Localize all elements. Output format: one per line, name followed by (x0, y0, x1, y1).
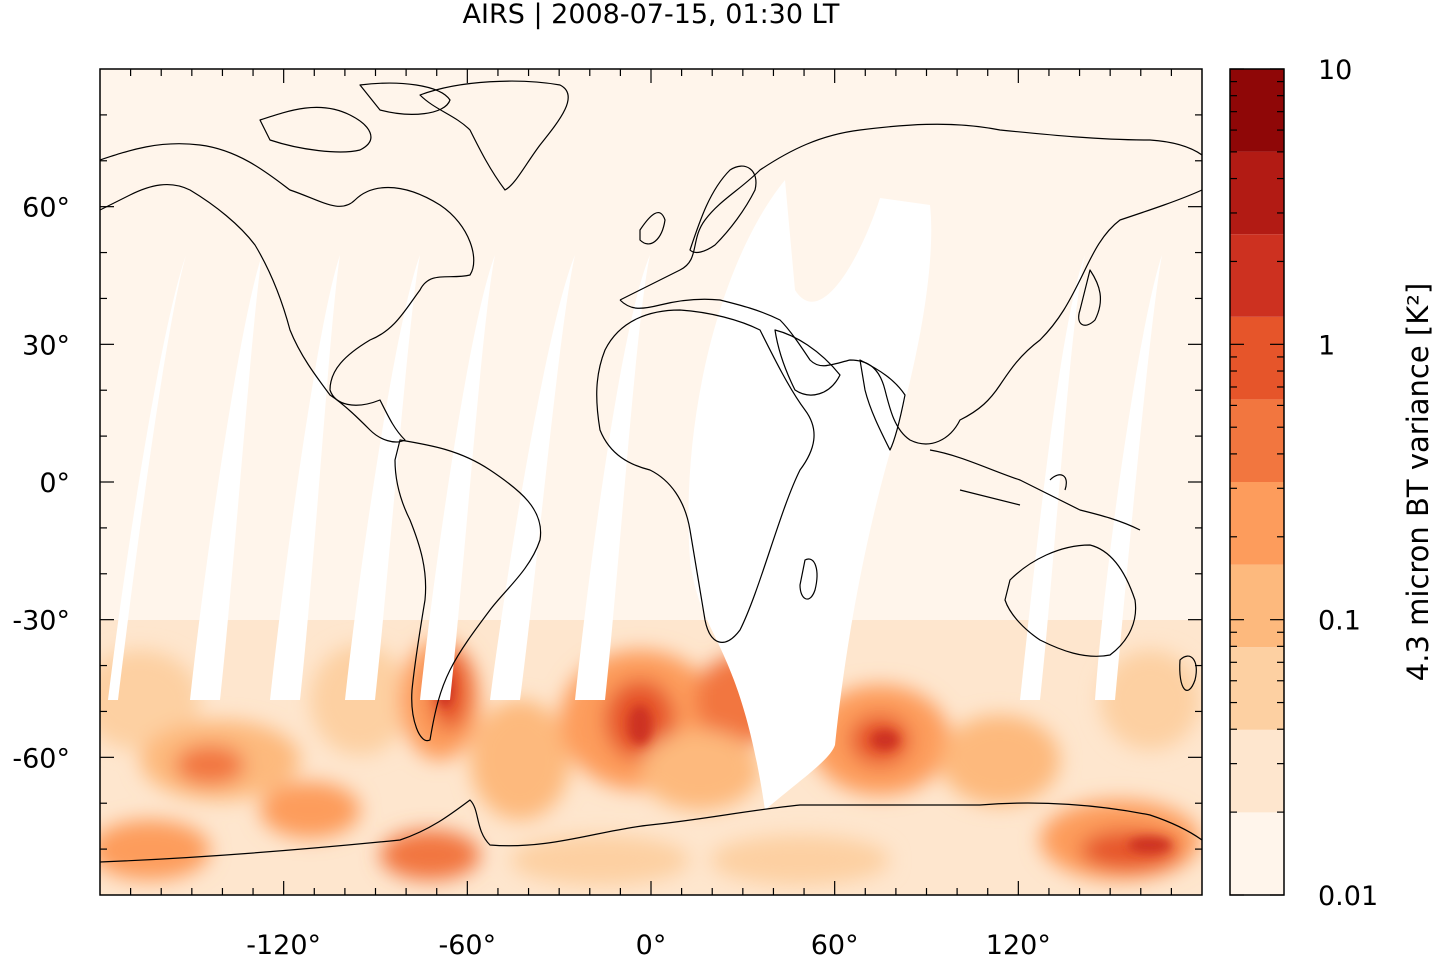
coastline-south-america (394, 439, 542, 742)
coastline-new-zealand (1179, 655, 1197, 691)
y-axis-labels: 60° 30° 0° -30° -60° (12, 193, 70, 775)
x-tick-label: 0° (636, 930, 667, 956)
x-tick-label: -120° (246, 930, 321, 956)
coastline-scandinavia (689, 165, 757, 254)
colorbar-tick-label: 0.01 (1318, 881, 1378, 912)
colorbar-tick-labels: 10 1 0.1 0.01 (1318, 55, 1378, 912)
colorbar-band (1230, 69, 1284, 152)
coastline-greenland (419, 80, 569, 191)
coastlines (100, 80, 1202, 863)
colorbar-tick-label: 10 (1318, 55, 1352, 86)
coastline-indonesia (929, 449, 1141, 531)
coastline-arabia (774, 329, 841, 396)
coastline-eurasia (619, 123, 1202, 445)
coastline-australia (1004, 544, 1137, 657)
y-tick-label: 30° (22, 330, 70, 361)
colorbar-ticks (1230, 68, 1284, 896)
colorbar-band (1230, 812, 1284, 895)
colorbar-band (1230, 316, 1284, 400)
y-tick-label: 0° (39, 468, 70, 499)
x-tick-label: -60° (439, 930, 497, 956)
colorbar-band (1230, 564, 1284, 648)
x-axis-labels: -120° -60° 0° 60° 120° (246, 930, 1051, 956)
colorbar-band (1230, 151, 1284, 235)
y-tick-label: 60° (22, 193, 70, 224)
coastline-madagascar (799, 558, 818, 600)
coastline-japan (1078, 269, 1102, 326)
colorbar-band (1230, 234, 1284, 317)
colorbar-band (1230, 399, 1284, 482)
coastline-north-america (100, 143, 475, 443)
coastline-antarctica (100, 799, 1202, 863)
colorbar-frame (1229, 68, 1285, 896)
coastline-india (859, 359, 906, 451)
colorbar-band (1230, 729, 1284, 813)
y-tick-label: -60° (12, 743, 70, 774)
y-tick-label: -30° (12, 606, 70, 637)
x-axis-ticks (130, 69, 1172, 895)
colorbar-tick-label: 0.1 (1318, 606, 1361, 637)
colorbar-band (1230, 647, 1284, 730)
x-tick-label: 60° (811, 930, 859, 956)
coastline-arctic-islands (259, 82, 451, 153)
colorbar-band (1230, 482, 1284, 565)
colorbar: 10 1 0.1 0.01 4.3 micron BT variance [K²] (1229, 55, 1435, 912)
colorbar-label: 4.3 micron BT variance [K²] (1401, 283, 1435, 681)
coastline-africa (596, 309, 815, 643)
colorbar-tick-label: 1 (1318, 330, 1335, 361)
coastline-britain (639, 212, 666, 245)
y-axis-ticks (100, 114, 1202, 850)
x-tick-label: 120° (986, 930, 1051, 956)
map-title: AIRS | 2008-07-15, 01:30 LT (462, 0, 840, 30)
colorbar-bands (1230, 69, 1284, 895)
